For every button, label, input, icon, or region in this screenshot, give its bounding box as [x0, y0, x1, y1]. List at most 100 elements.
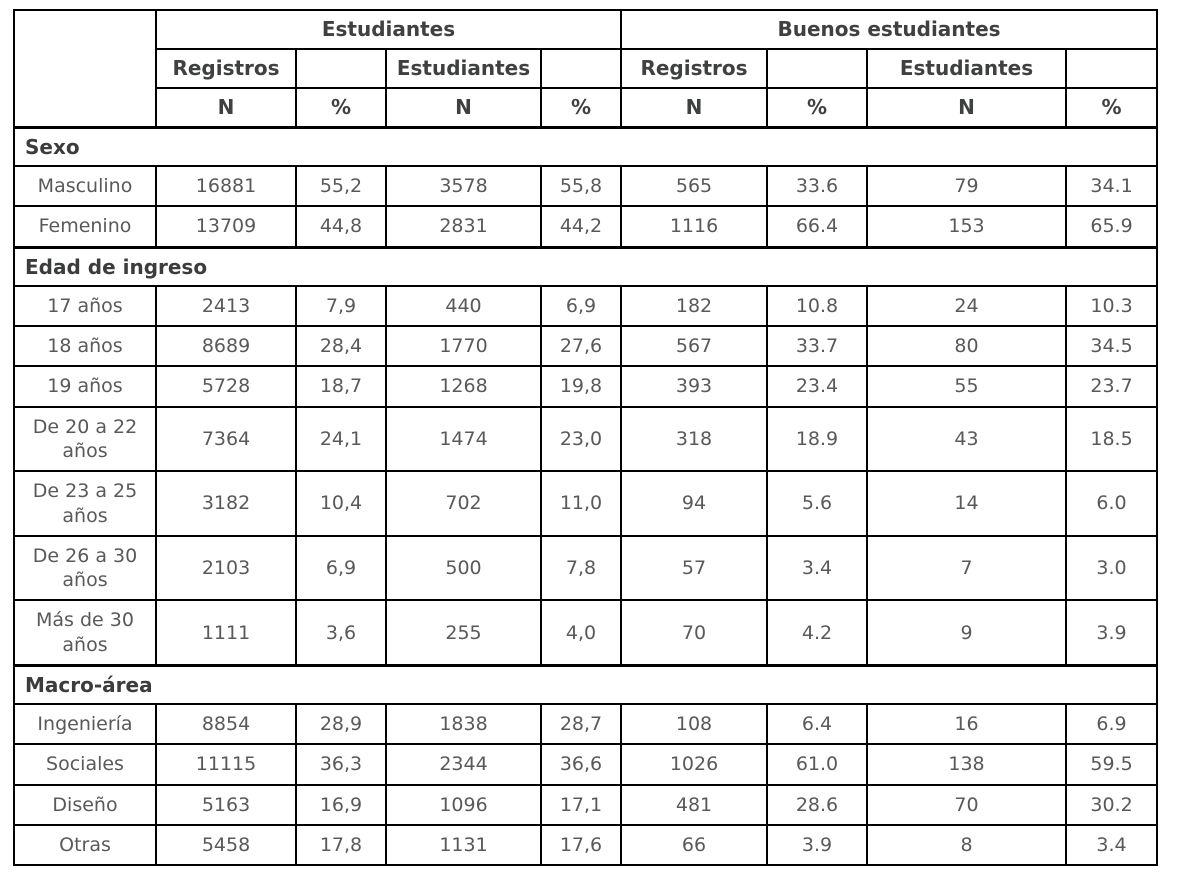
cell: 10,4 — [295, 470, 387, 537]
subheader-empty — [540, 48, 622, 89]
cell: 80 — [866, 324, 1067, 368]
cell: 65.9 — [1064, 205, 1159, 249]
cell: 2831 — [385, 205, 542, 249]
cell: 1096 — [385, 783, 542, 827]
table-row-masculino: Masculino 16881 55,2 3578 55,8 565 33.6 … — [13, 164, 1159, 208]
measure-n: N — [385, 87, 542, 129]
subheader-estudiantes: Estudiantes — [385, 48, 542, 89]
cell: 5728 — [155, 365, 297, 408]
cell: 43 — [866, 405, 1067, 473]
cell: 318 — [620, 405, 768, 473]
cell: 1131 — [385, 823, 542, 867]
cell: 1268 — [385, 365, 542, 408]
cell: 10.8 — [766, 284, 868, 327]
cell: 440 — [385, 284, 542, 327]
cell: 19,8 — [540, 365, 622, 408]
corner-cell — [13, 9, 157, 129]
row-label: De 23 a 25 años — [13, 470, 157, 537]
students-statistics-table: Estudiantes Buenos estudiantes Registros… — [12, 9, 1159, 867]
measure-pct: % — [295, 87, 387, 129]
cell: 6,9 — [540, 284, 622, 327]
cell: 18,7 — [295, 365, 387, 408]
cell: 7,8 — [540, 534, 622, 602]
row-label: Masculino — [13, 164, 157, 208]
col-group-buenos-estudiantes: Buenos estudiantes — [619, 9, 1159, 50]
table-row-mas-de-30-anos: Más de 30 años 1111 3,6 255 4,0 70 4.2 9… — [13, 599, 1159, 667]
table-row-diseno: Diseño 5163 16,9 1096 17,1 481 28.6 70 3… — [13, 783, 1159, 827]
cell: 481 — [620, 783, 768, 827]
header-row-groups: Estudiantes Buenos estudiantes — [13, 9, 1159, 129]
cell: 2344 — [385, 743, 542, 786]
measure-n: N — [155, 87, 297, 129]
subheader-empty — [766, 48, 868, 89]
cell: 3.4 — [1064, 823, 1159, 867]
cell: 5458 — [155, 823, 297, 867]
cell: 393 — [620, 365, 768, 408]
cell: 44,2 — [540, 205, 622, 249]
measure-pct: % — [540, 87, 622, 129]
cell: 3.0 — [1064, 534, 1159, 602]
cell: 3182 — [155, 470, 297, 537]
section-header-edad-de-ingreso: Edad de ingreso — [12, 245, 1159, 287]
table-row-18-anos: 18 años 8689 28,4 1770 27,6 567 33.7 80 … — [13, 324, 1159, 368]
cell: 24 — [866, 284, 1067, 327]
row-label: Femenino — [13, 205, 157, 249]
row-label: De 26 a 30 años — [13, 534, 157, 602]
cell: 1026 — [620, 743, 768, 786]
cell: 18.5 — [1064, 405, 1159, 473]
cell: 702 — [385, 470, 542, 537]
cell: 1474 — [385, 405, 542, 473]
measure-n: N — [866, 87, 1067, 129]
cell: 79 — [866, 164, 1067, 208]
cell: 55 — [866, 365, 1067, 408]
cell: 33.7 — [766, 324, 868, 368]
cell: 6.4 — [766, 703, 868, 746]
subheader-empty — [295, 48, 387, 89]
cell: 182 — [620, 284, 768, 327]
cell: 7,9 — [295, 284, 387, 327]
cell: 17,1 — [540, 783, 622, 827]
table-row-femenino: Femenino 13709 44,8 2831 44,2 1116 66.4 … — [13, 205, 1159, 249]
cell: 55,2 — [295, 164, 387, 208]
subheader-registros: Registros — [620, 48, 768, 89]
cell: 3578 — [385, 164, 542, 208]
cell: 11115 — [155, 743, 297, 786]
cell: 153 — [866, 205, 1067, 249]
measure-pct: % — [1064, 87, 1159, 129]
cell: 28,7 — [540, 703, 622, 746]
cell: 500 — [385, 534, 542, 602]
cell: 9 — [866, 599, 1067, 667]
cell: 6,9 — [295, 534, 387, 602]
cell: 8 — [866, 823, 1067, 867]
cell: 17,6 — [540, 823, 622, 867]
section-title: Edad de ingreso — [12, 245, 1159, 287]
cell: 61.0 — [766, 743, 868, 786]
table-row-sociales: Sociales 11115 36,3 2344 36,6 1026 61.0 … — [13, 743, 1159, 786]
cell: 28,4 — [295, 324, 387, 368]
row-label: De 20 a 22 años — [13, 405, 157, 473]
section-title: Macro-área — [12, 664, 1159, 706]
cell: 4.2 — [766, 599, 868, 667]
cell: 3.9 — [766, 823, 868, 867]
section-title: Sexo — [12, 126, 1159, 167]
header-row-measures: N % N % N % N % — [14, 87, 1159, 129]
cell: 36,6 — [540, 743, 622, 786]
cell: 18.9 — [766, 405, 868, 473]
cell: 10.3 — [1064, 284, 1159, 327]
cell: 34.1 — [1064, 164, 1159, 208]
measure-n: N — [620, 87, 768, 129]
cell: 5.6 — [766, 470, 868, 537]
cell: 1770 — [385, 324, 542, 368]
subheader-registros: Registros — [155, 48, 297, 89]
cell: 6.0 — [1064, 470, 1159, 537]
cell: 14 — [866, 470, 1067, 537]
table-row-20-22-anos: De 20 a 22 años 7364 24,1 1474 23,0 318 … — [13, 405, 1159, 473]
cell: 34.5 — [1064, 324, 1159, 368]
header-row-subgroups: Registros Estudiantes Registros Estudian… — [14, 48, 1159, 89]
cell: 2103 — [155, 534, 297, 602]
table-row-23-25-anos: De 23 a 25 años 3182 10,4 702 11,0 94 5.… — [13, 470, 1159, 537]
cell: 55,8 — [540, 164, 622, 208]
col-group-estudiantes: Estudiantes — [155, 9, 622, 50]
cell: 94 — [620, 470, 768, 537]
